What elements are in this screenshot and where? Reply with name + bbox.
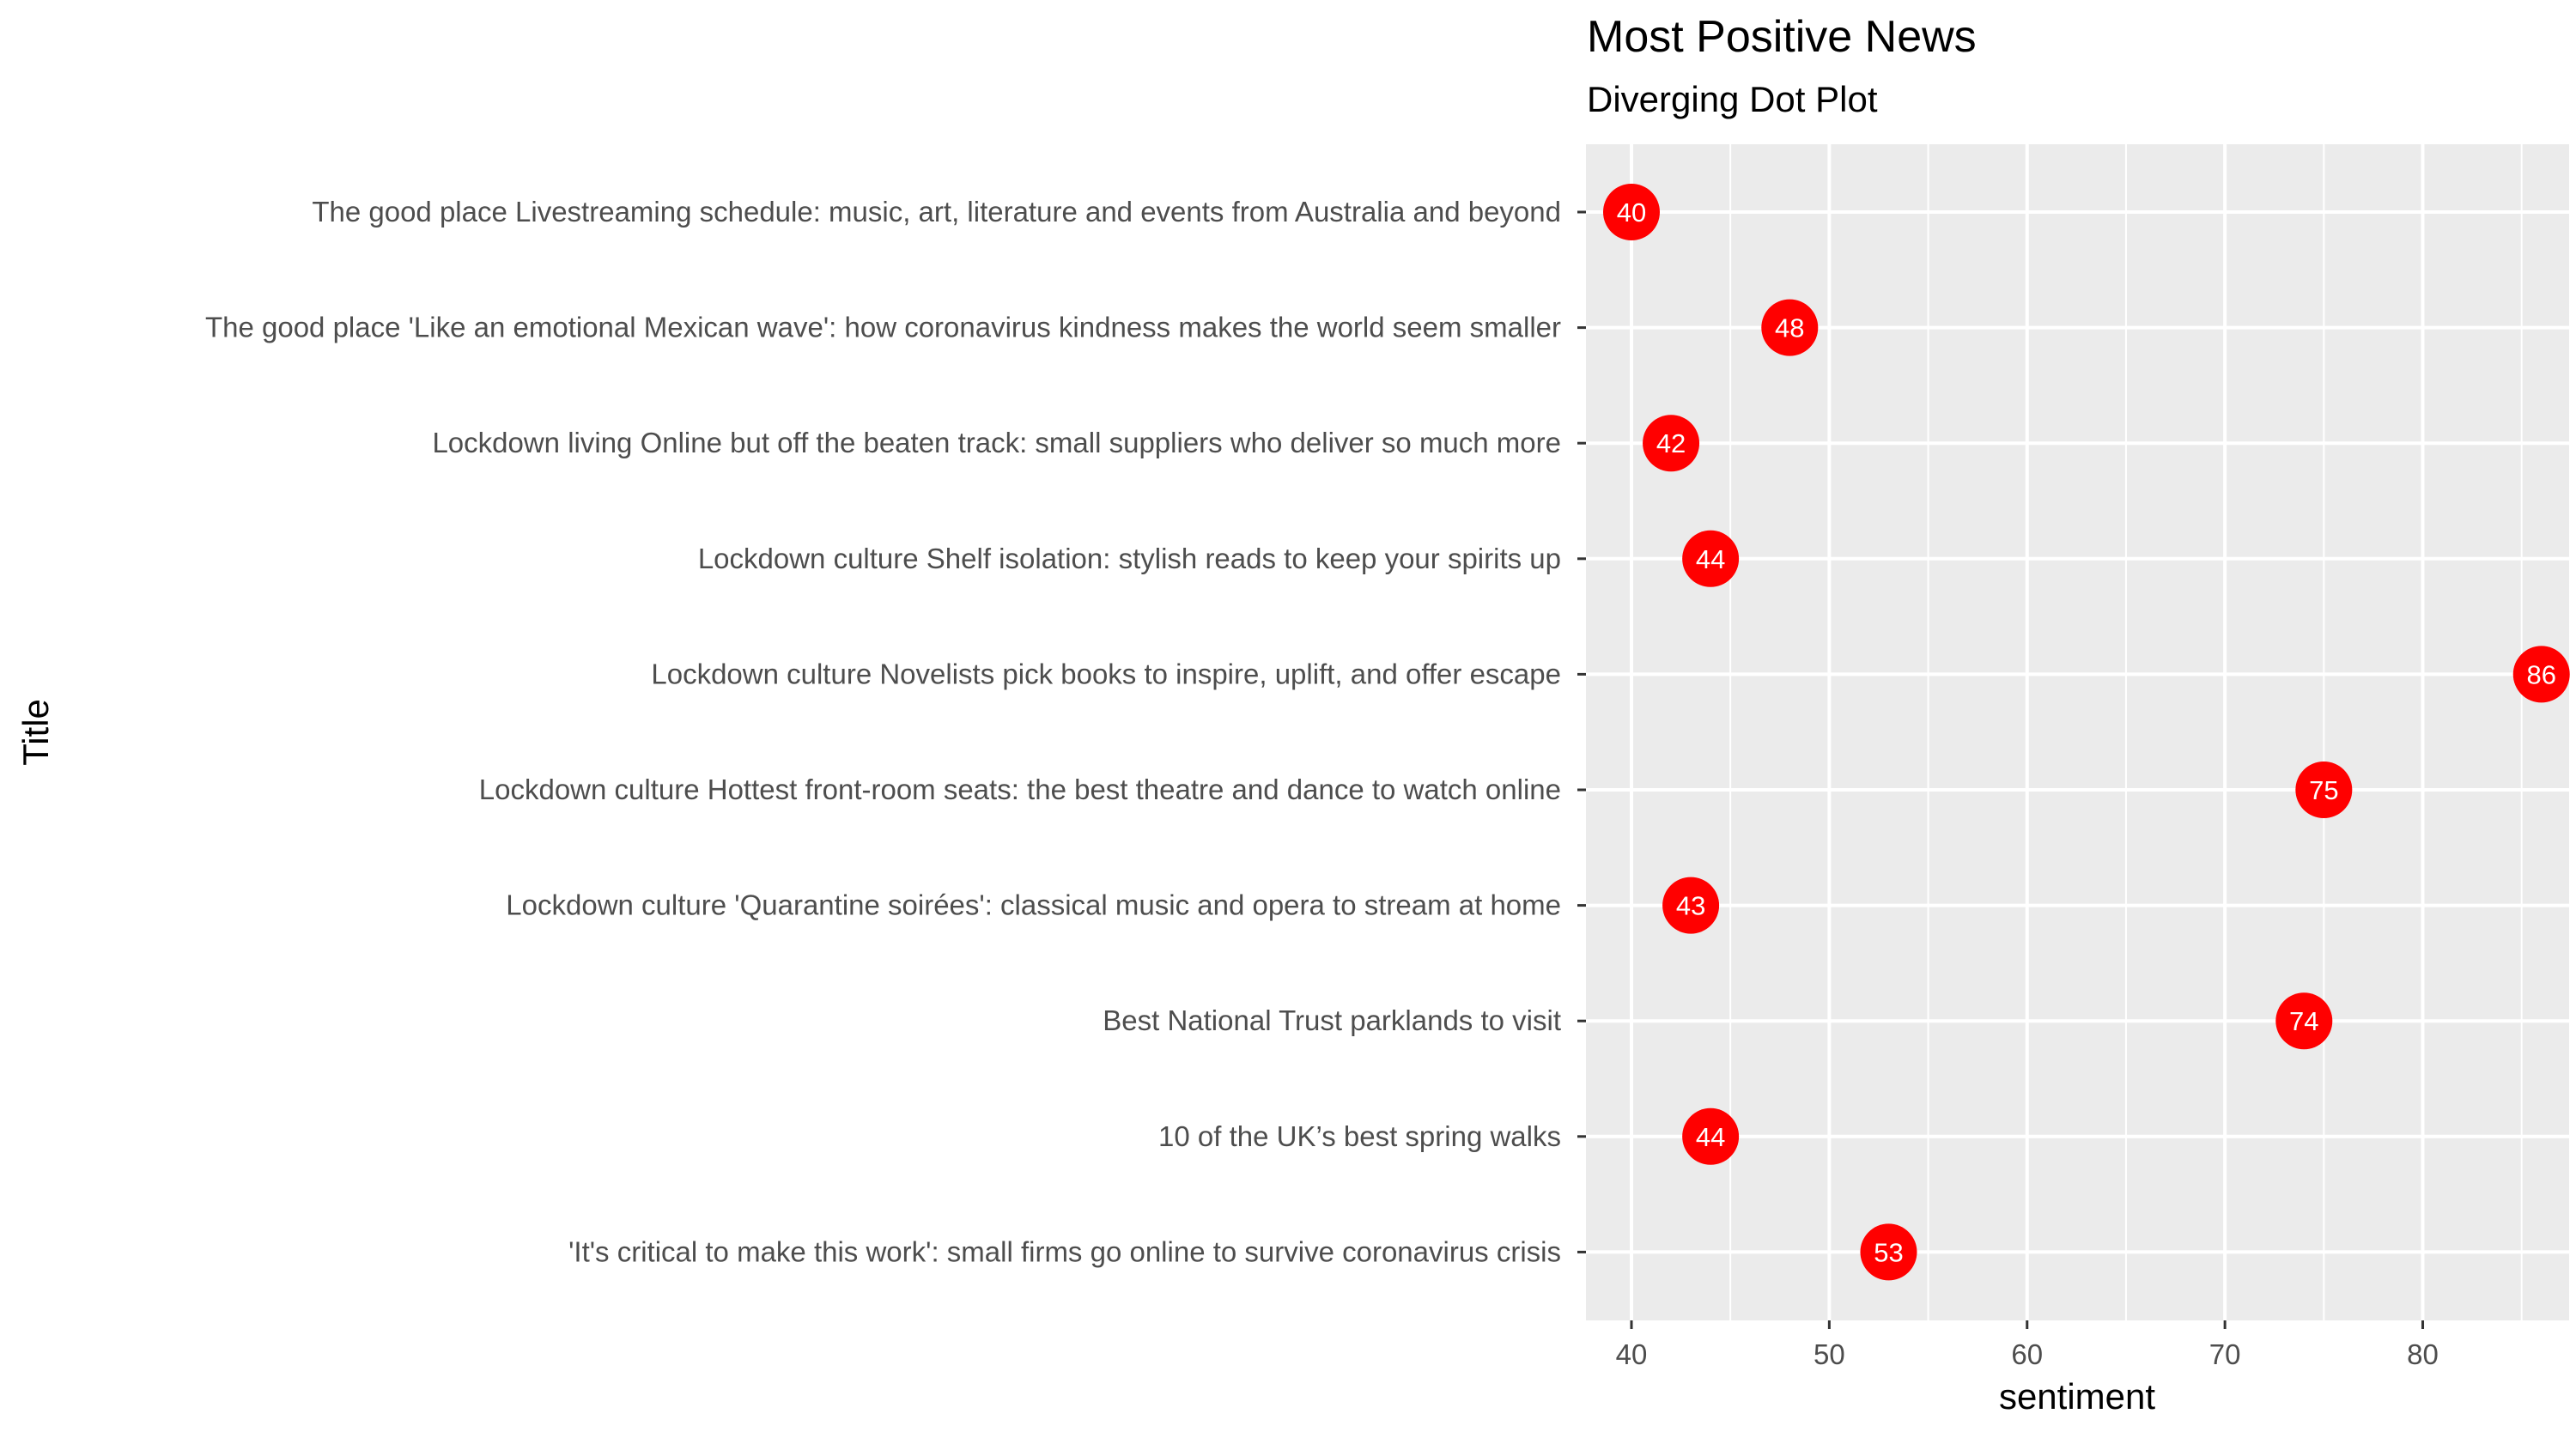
data-point [2275,992,2333,1050]
data-label: 75 [2309,775,2338,805]
data-point [1602,184,1660,240]
data-label: 74 [2289,1006,2318,1036]
chart-subtitle: Diverging Dot Plot [1587,79,1878,119]
y-tick-label: The good place 'Like an emotional Mexica… [205,312,1561,343]
data-label: 44 [1696,1122,1725,1152]
data-point [1761,299,1819,356]
data-label: 40 [1617,197,1646,228]
data-point [1860,1223,1917,1281]
x-tick-label: 40 [1616,1338,1648,1370]
y-tick-label: Lockdown culture Shelf isolation: stylis… [698,543,1561,574]
data-label: 48 [1775,313,1804,343]
data-label: 44 [1696,544,1725,574]
y-tick-label: Lockdown living Online but off the beate… [432,427,1561,458]
y-tick-label: 'It's critical to make this work': small… [568,1235,1561,1267]
y-tick-label: 10 of the UK’s best spring walks [1158,1120,1561,1152]
y-axis-title: Title [15,699,56,766]
data-label: 86 [2527,659,2556,689]
y-tick-label: Lockdown culture 'Quarantine soirées': c… [506,889,1561,921]
plot-panel [1586,144,2569,1320]
y-tick-label: Lockdown culture Hottest front-room seat… [479,774,1561,805]
y-axis-ticks: The good place Livestreaming schedule: m… [205,196,1586,1267]
data-point [2295,762,2353,818]
data-points: 40 48 42 44 86 75 43 74 44 53 [1602,184,2570,1281]
x-tick-label: 50 [1814,1338,1845,1370]
x-tick-label: 80 [2407,1338,2439,1370]
y-tick-label: Lockdown culture Novelists pick books to… [651,658,1561,689]
x-axis-ticks: 40 50 60 70 80 [1616,1320,2439,1370]
data-point [1662,877,1720,934]
data-point [1643,415,1700,472]
data-point [1682,1107,1740,1165]
x-tick-label: 60 [2011,1338,2043,1370]
x-axis-title: sentiment [1999,1376,2155,1417]
y-tick-label: Best National Trust parklands to visit [1103,1004,1561,1036]
data-label: 43 [1676,891,1705,921]
data-label: 42 [1656,428,1686,458]
y-tick-label: The good place Livestreaming schedule: m… [312,196,1561,228]
data-point [2512,646,2570,703]
data-label: 53 [1874,1237,1903,1267]
grid-major [1586,144,2569,1320]
chart-title: Most Positive News [1587,12,1977,62]
x-tick-label: 70 [2209,1338,2241,1370]
data-point [1682,530,1740,587]
